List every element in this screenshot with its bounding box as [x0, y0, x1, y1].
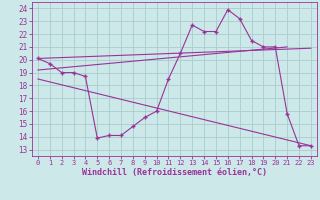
X-axis label: Windchill (Refroidissement éolien,°C): Windchill (Refroidissement éolien,°C)	[82, 168, 267, 177]
